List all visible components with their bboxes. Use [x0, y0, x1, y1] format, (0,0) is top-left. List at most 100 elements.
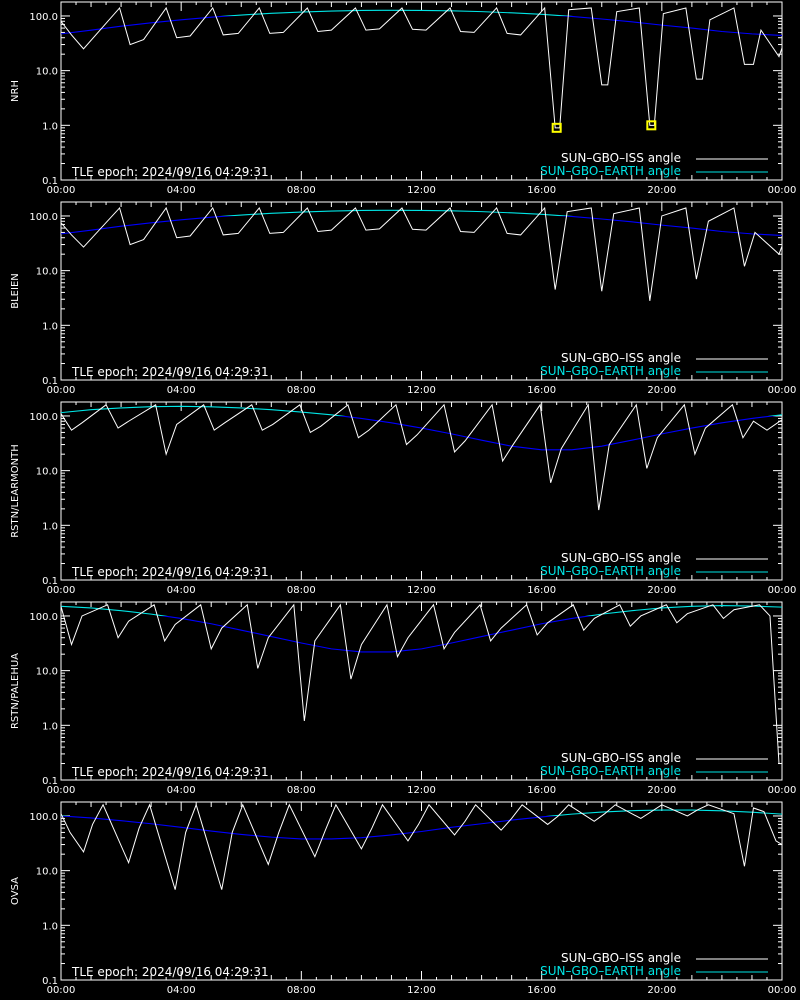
chart-panel-2: 100.010.01.00.100:00 04:00 08:00 12:00 16:00… [10, 201, 797, 396]
x-tick-label: 20:00 [647, 185, 676, 196]
x-tick-label: 16:00 [527, 985, 556, 996]
legend-iss-label: SUN–GBO–ISS angle [561, 351, 681, 365]
y-tick-label: 1.0 [42, 121, 58, 132]
earth-series-line [61, 809, 782, 816]
legend-earth-label: SUN–GBO–EARTH angle [540, 564, 681, 578]
y-tick-label: 100.0 [29, 212, 58, 223]
x-tick-label: 12:00 [407, 385, 436, 396]
y-tick-label: 10.0 [36, 67, 58, 78]
earth-series-line-low [61, 215, 782, 237]
earth-series-line-low [336, 415, 778, 451]
x-tick-label: 12:00 [407, 985, 436, 996]
y-tick-label: 1.0 [42, 521, 58, 532]
y-tick-label: 10.0 [36, 867, 58, 878]
iss-series-line [61, 603, 782, 765]
x-tick-label: 00:00 [47, 185, 76, 196]
y-tick-label: 10.0 [36, 667, 58, 678]
y-tick-label: 1.0 [42, 321, 58, 332]
y-axis-label: RSTN/LEARMONTH [10, 444, 21, 538]
earth-series-line [220, 209, 573, 216]
y-tick-label: 0.1 [42, 176, 58, 187]
earth-series-line [61, 405, 782, 416]
x-tick-label: 12:00 [407, 585, 436, 596]
earth-series-line [220, 9, 573, 16]
x-tick-label: 08:00 [287, 385, 316, 396]
tle-epoch-text: TLE epoch: 2024/09/16 04:29:31 [71, 165, 269, 179]
event-marker [551, 122, 562, 133]
tle-epoch-text: TLE epoch: 2024/09/16 04:29:31 [71, 565, 269, 579]
legend-earth-label: SUN–GBO–EARTH angle [540, 964, 681, 978]
iss-series-line [61, 803, 782, 890]
tle-epoch-text: TLE epoch: 2024/09/16 04:29:31 [71, 965, 269, 979]
tle-epoch-text: TLE epoch: 2024/09/16 04:29:31 [71, 765, 269, 779]
y-axis-label: OVSA [10, 877, 21, 905]
x-tick-label: 16:00 [527, 585, 556, 596]
iss-series-line [61, 206, 782, 301]
legend-iss-label: SUN–GBO–ISS angle [561, 751, 681, 765]
x-tick-label: 00:00 [768, 185, 797, 196]
y-tick-label: 10.0 [36, 467, 58, 478]
legend-iss-label: SUN–GBO–ISS angle [561, 551, 681, 565]
x-tick-label: 12:00 [407, 785, 436, 796]
x-tick-label: 04:00 [167, 185, 196, 196]
chart-panel-4: 100.010.01.00.100:00 04:00 08:00 12:00 16:00… [10, 601, 797, 796]
x-tick-label: 20:00 [647, 985, 676, 996]
iss-series-line [61, 403, 782, 511]
x-tick-label: 00:00 [47, 585, 76, 596]
earth-series-line [61, 605, 782, 616]
x-tick-label: 04:00 [167, 985, 196, 996]
y-tick-label: 0.1 [42, 776, 58, 787]
x-tick-label: 08:00 [287, 185, 316, 196]
earth-series-line-low [61, 15, 782, 37]
chart-panel-5: 100.010.01.00.100:00 04:00 08:00 12:00 16:00… [10, 801, 797, 996]
x-tick-label: 00:00 [47, 985, 76, 996]
x-tick-label: 00:00 [768, 385, 797, 396]
legend-earth-label: SUN–GBO–EARTH angle [540, 164, 681, 178]
y-tick-label: 100.0 [29, 412, 58, 423]
x-tick-label: 16:00 [527, 385, 556, 396]
y-tick-label: 100.0 [29, 12, 58, 23]
y-tick-label: 1.0 [42, 921, 58, 932]
tle-epoch-text: TLE epoch: 2024/09/16 04:29:31 [71, 365, 269, 379]
x-tick-label: 04:00 [167, 585, 196, 596]
x-tick-label: 00:00 [768, 585, 797, 596]
legend-earth-label: SUN–GBO–EARTH angle [540, 764, 681, 778]
x-tick-label: 08:00 [287, 585, 316, 596]
chart-panels: 100.010.01.00.100:00 04:00 08:00 12:00 16:00… [10, 1, 797, 996]
x-tick-label: 00:00 [47, 785, 76, 796]
x-tick-label: 08:00 [287, 985, 316, 996]
x-tick-label: 00:00 [768, 985, 797, 996]
iss-series-line [61, 6, 782, 129]
y-tick-label: 100.0 [29, 612, 58, 623]
earth-series-line-low [159, 615, 593, 653]
x-tick-label: 04:00 [167, 385, 196, 396]
y-tick-label: 100.0 [29, 812, 58, 823]
legend-earth-label: SUN–GBO–EARTH angle [540, 364, 681, 378]
legend-iss-label: SUN–GBO–ISS angle [561, 151, 681, 165]
x-tick-label: 20:00 [647, 585, 676, 596]
y-tick-label: 1.0 [42, 721, 58, 732]
legend-iss-label: SUN–GBO–ISS angle [561, 951, 681, 965]
event-marker [646, 120, 657, 131]
x-tick-label: 04:00 [167, 785, 196, 796]
x-tick-label: 00:00 [768, 785, 797, 796]
chart-panel-3: 100.010.01.00.100:00 04:00 08:00 12:00 16:00… [10, 401, 797, 596]
x-tick-label: 00:00 [47, 385, 76, 396]
earth-series-line-low [61, 815, 559, 840]
y-tick-label: 0.1 [42, 576, 58, 587]
x-tick-label: 16:00 [527, 185, 556, 196]
y-axis-label: BLEIEN [10, 273, 21, 309]
x-tick-label: 16:00 [527, 785, 556, 796]
y-tick-label: 10.0 [36, 267, 58, 278]
chart-panel-1: 100.010.01.00.100:00 04:00 08:00 12:00 16:00… [10, 1, 797, 196]
x-tick-label: 12:00 [407, 185, 436, 196]
x-tick-label: 08:00 [287, 785, 316, 796]
y-tick-label: 0.1 [42, 376, 58, 387]
y-axis-label: NRH [10, 80, 21, 102]
x-tick-label: 20:00 [647, 385, 676, 396]
x-tick-label: 20:00 [647, 785, 676, 796]
y-tick-label: 0.1 [42, 976, 58, 987]
y-axis-label: RSTN/PALEHUA [10, 653, 21, 729]
